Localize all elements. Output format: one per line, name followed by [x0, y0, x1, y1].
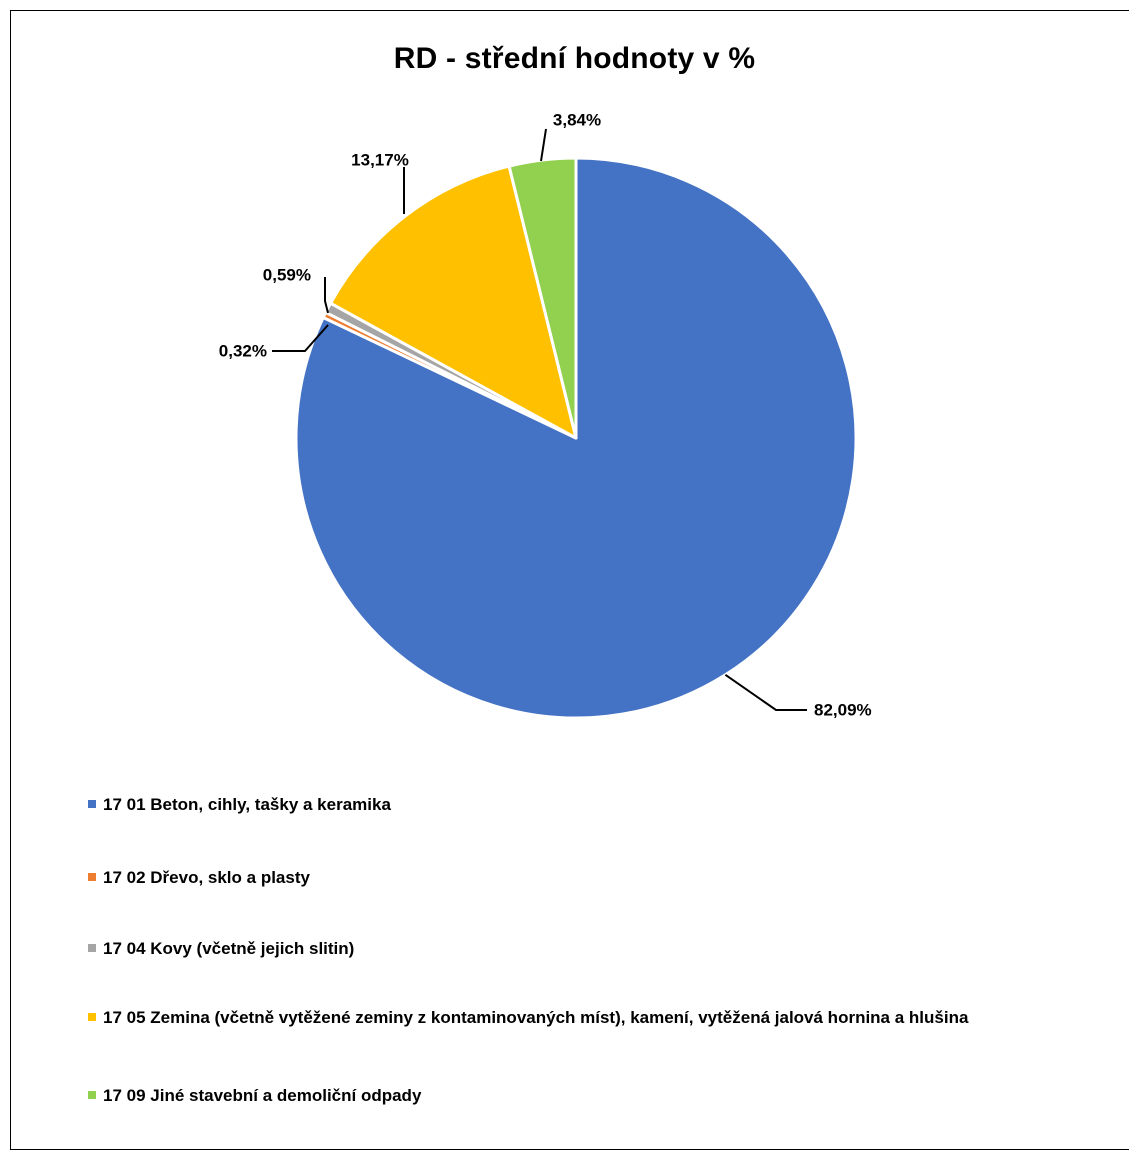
- pie-slice-5: [507, 156, 578, 440]
- legend-swatch: [88, 800, 96, 808]
- leader-line-5: [540, 128, 547, 162]
- data-label-3: 0,59%: [263, 265, 311, 284]
- data-label-5: 3,84%: [553, 110, 601, 129]
- legend-label: 17 01 Beton, cihly, tašky a keramika: [103, 795, 391, 814]
- legend-label: 17 04 Kovy (včetně jejich slitin): [103, 939, 355, 958]
- chart-title: RD - střední hodnoty v %: [393, 42, 756, 75]
- pie-slice-1: [294, 156, 858, 720]
- legend-label: 17 09 Jiné stavební a demoliční odpady: [103, 1086, 422, 1105]
- leader-line-2: [272, 324, 329, 352]
- legend-swatch: [88, 944, 96, 952]
- legend-item-5: 17 09 Jiné stavební a demoliční odpady: [88, 1083, 1088, 1108]
- pie-slice-4: [329, 164, 578, 440]
- legend-label: 17 02 Dřevo, sklo a plasty: [103, 868, 310, 887]
- legend-item-2: 17 02 Dřevo, sklo a plasty: [88, 865, 1088, 890]
- data-label-1: 82,09%: [814, 700, 872, 719]
- legend-swatch: [88, 1013, 96, 1021]
- data-label-4: 13,17%: [351, 150, 409, 169]
- data-label-2: 0,32%: [219, 341, 267, 360]
- leader-line-1: [724, 673, 807, 711]
- leader-line-3: [324, 277, 329, 314]
- legend-label: 17 05 Zemina (včetně vytěžené zeminy z k…: [103, 1008, 969, 1027]
- legend-swatch: [88, 1091, 96, 1099]
- legend-item-1: 17 01 Beton, cihly, tašky a keramika: [88, 792, 1088, 817]
- legend-item-3: 17 04 Kovy (včetně jejich slitin): [88, 936, 1088, 961]
- legend-swatch: [88, 873, 96, 881]
- legend-item-4: 17 05 Zemina (včetně vytěžené zeminy z k…: [88, 1005, 1088, 1030]
